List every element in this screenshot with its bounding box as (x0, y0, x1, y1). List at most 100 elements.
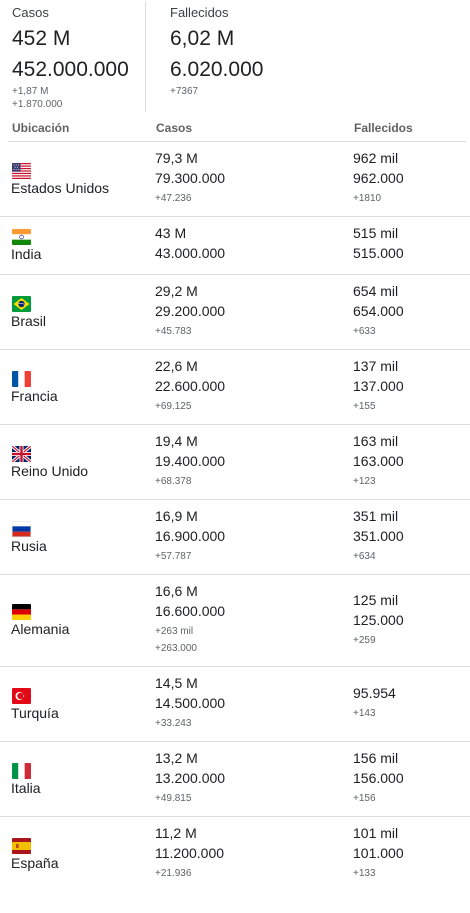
brazil-flag-icon (12, 296, 31, 312)
location-cell: Turquía (11, 667, 151, 741)
table-row[interactable]: Francia 22,6 M 22.600.000 +69.125 137 mil 137… (0, 350, 470, 425)
deaths-short: 351 mil (353, 508, 399, 524)
cases-full: 13.200.000 (155, 770, 226, 786)
deaths-delta: +634 (353, 551, 376, 562)
location-cell: España (11, 817, 151, 892)
cases-short: 29,2 M (155, 283, 198, 299)
deaths-full: 351.000 (353, 528, 404, 544)
cases-full: 43.000.000 (155, 245, 226, 261)
location-cell: Alemania (11, 575, 151, 666)
cases-delta: +21.936 (155, 868, 192, 879)
cases-short: 19,4 M (155, 433, 198, 449)
cases-full: 19.400.000 (155, 453, 226, 469)
header-fallecidos[interactable]: Fallecidos (354, 121, 413, 135)
header-divider (8, 141, 466, 142)
summary-cases-delta-full: +1.870.000 (12, 99, 63, 110)
table-row[interactable]: Alemania 16,6 M 16.600.000 +263 mil +263.000… (0, 575, 470, 667)
country-name: Estados Unidos (11, 180, 110, 196)
table-row[interactable]: Reino Unido 19,4 M 19.400.000 +68.378 163 mi… (0, 425, 470, 500)
table-row[interactable]: Rusia 16,9 M 16.900.000 +57.787 351 mil 351.0… (0, 500, 470, 575)
cases-short: 16,9 M (155, 508, 198, 524)
cases-delta: +68.378 (155, 476, 192, 487)
deaths-full: 101.000 (353, 845, 404, 861)
uk-flag-icon (12, 446, 31, 462)
cases-delta: +263 mil (155, 626, 194, 637)
cases-short: 16,6 M (155, 583, 198, 599)
header-casos[interactable]: Casos (156, 121, 193, 135)
table-row[interactable]: Italia 13,2 M 13.200.000 +49.815 156 mil 156.… (0, 742, 470, 817)
location-cell: Estados Unidos (11, 142, 151, 216)
russia-flag-icon (12, 521, 31, 537)
deaths-short: 156 mil (353, 750, 399, 766)
cases-short: 11,2 M (155, 825, 197, 841)
turkey-flag-icon (12, 688, 31, 704)
deaths-full: 156.000 (353, 770, 404, 786)
deaths-full: 95.954 (353, 685, 396, 701)
summary-cases-full: 452.000.000 (12, 58, 129, 81)
deaths-full: 125.000 (353, 612, 404, 628)
location-cell: Francia (11, 350, 151, 424)
table-row[interactable]: India 43 M 43.000.000 515 mil 515.000 (0, 217, 470, 275)
cases-full: 16.600.000 (155, 603, 226, 619)
deaths-full: 654.000 (353, 303, 404, 319)
deaths-delta: +155 (353, 401, 376, 412)
country-name: Turquía (11, 705, 59, 721)
deaths-short: 654 mil (353, 283, 399, 299)
location-cell: India (11, 217, 151, 274)
deaths-short: 125 mil (353, 592, 399, 608)
deaths-delta: +1810 (353, 193, 382, 204)
summary-deaths-label: Fallecidos (170, 5, 229, 20)
summary-panel: Casos 452 M 452.000.000 +1,87 M +1.870.0… (0, 0, 470, 114)
cases-full: 79.300.000 (155, 170, 226, 186)
spain-flag-icon (12, 838, 31, 854)
deaths-short: 137 mil (353, 358, 399, 374)
cases-delta: +57.787 (155, 551, 192, 562)
deaths-full: 137.000 (353, 378, 404, 394)
country-name: Rusia (11, 538, 47, 554)
summary-deaths-short: 6,02 M (170, 27, 235, 50)
cases-short: 22,6 M (155, 358, 198, 374)
deaths-short: 163 mil (353, 433, 399, 449)
country-name: Francia (11, 388, 58, 404)
country-name: Alemania (11, 621, 70, 637)
summary-cases-short: 452 M (12, 27, 71, 50)
summary-divider (145, 2, 146, 112)
table-row[interactable]: España 11,2 M 11.200.000 +21.936 101 mil 101.… (0, 817, 470, 892)
table-row[interactable]: Brasil 29,2 M 29.200.000 +45.783 654 mil 654.… (0, 275, 470, 350)
location-cell: Reino Unido (11, 425, 151, 499)
cases-delta: +45.783 (155, 326, 192, 337)
deaths-delta: +633 (353, 326, 376, 337)
cases-short: 13,2 M (155, 750, 198, 766)
summary-cases-label: Casos (12, 5, 49, 20)
country-name: Brasil (11, 313, 47, 329)
deaths-full: 163.000 (353, 453, 404, 469)
cases-delta-full: +263.000 (155, 643, 197, 654)
country-name: India (11, 246, 42, 262)
table-row[interactable]: Estados Unidos 79,3 M 79.300.000 +47.236 962… (0, 142, 470, 217)
deaths-delta: +143 (353, 708, 376, 719)
cases-delta: +33.243 (155, 718, 192, 729)
france-flag-icon (12, 371, 31, 387)
us-flag-icon (12, 163, 31, 179)
country-name: Italia (11, 780, 41, 796)
header-ubicacion[interactable]: Ubicación (12, 121, 70, 135)
cases-short: 79,3 M (155, 150, 198, 166)
cases-full: 14.500.000 (155, 695, 226, 711)
germany-flag-icon (12, 604, 31, 620)
deaths-short: 515 mil (353, 225, 399, 241)
cases-full: 22.600.000 (155, 378, 226, 394)
deaths-short: 101 mil (353, 825, 399, 841)
deaths-short: 962 mil (353, 150, 399, 166)
deaths-delta: +133 (353, 868, 376, 879)
deaths-delta: +123 (353, 476, 376, 487)
deaths-delta: +156 (353, 793, 376, 804)
table-header: Ubicación Casos Fallecidos (0, 114, 470, 142)
deaths-full: 515.000 (353, 245, 404, 261)
table-row[interactable]: Turquía 14,5 M 14.500.000 +33.243 95.954 +143 (0, 667, 470, 742)
country-name: Reino Unido (11, 463, 89, 479)
cases-delta: +69.125 (155, 401, 192, 412)
summary-deaths-delta: +7367 (170, 86, 199, 97)
cases-short: 43 M (155, 225, 187, 241)
cases-full: 29.200.000 (155, 303, 226, 319)
cases-short: 14,5 M (155, 675, 198, 691)
